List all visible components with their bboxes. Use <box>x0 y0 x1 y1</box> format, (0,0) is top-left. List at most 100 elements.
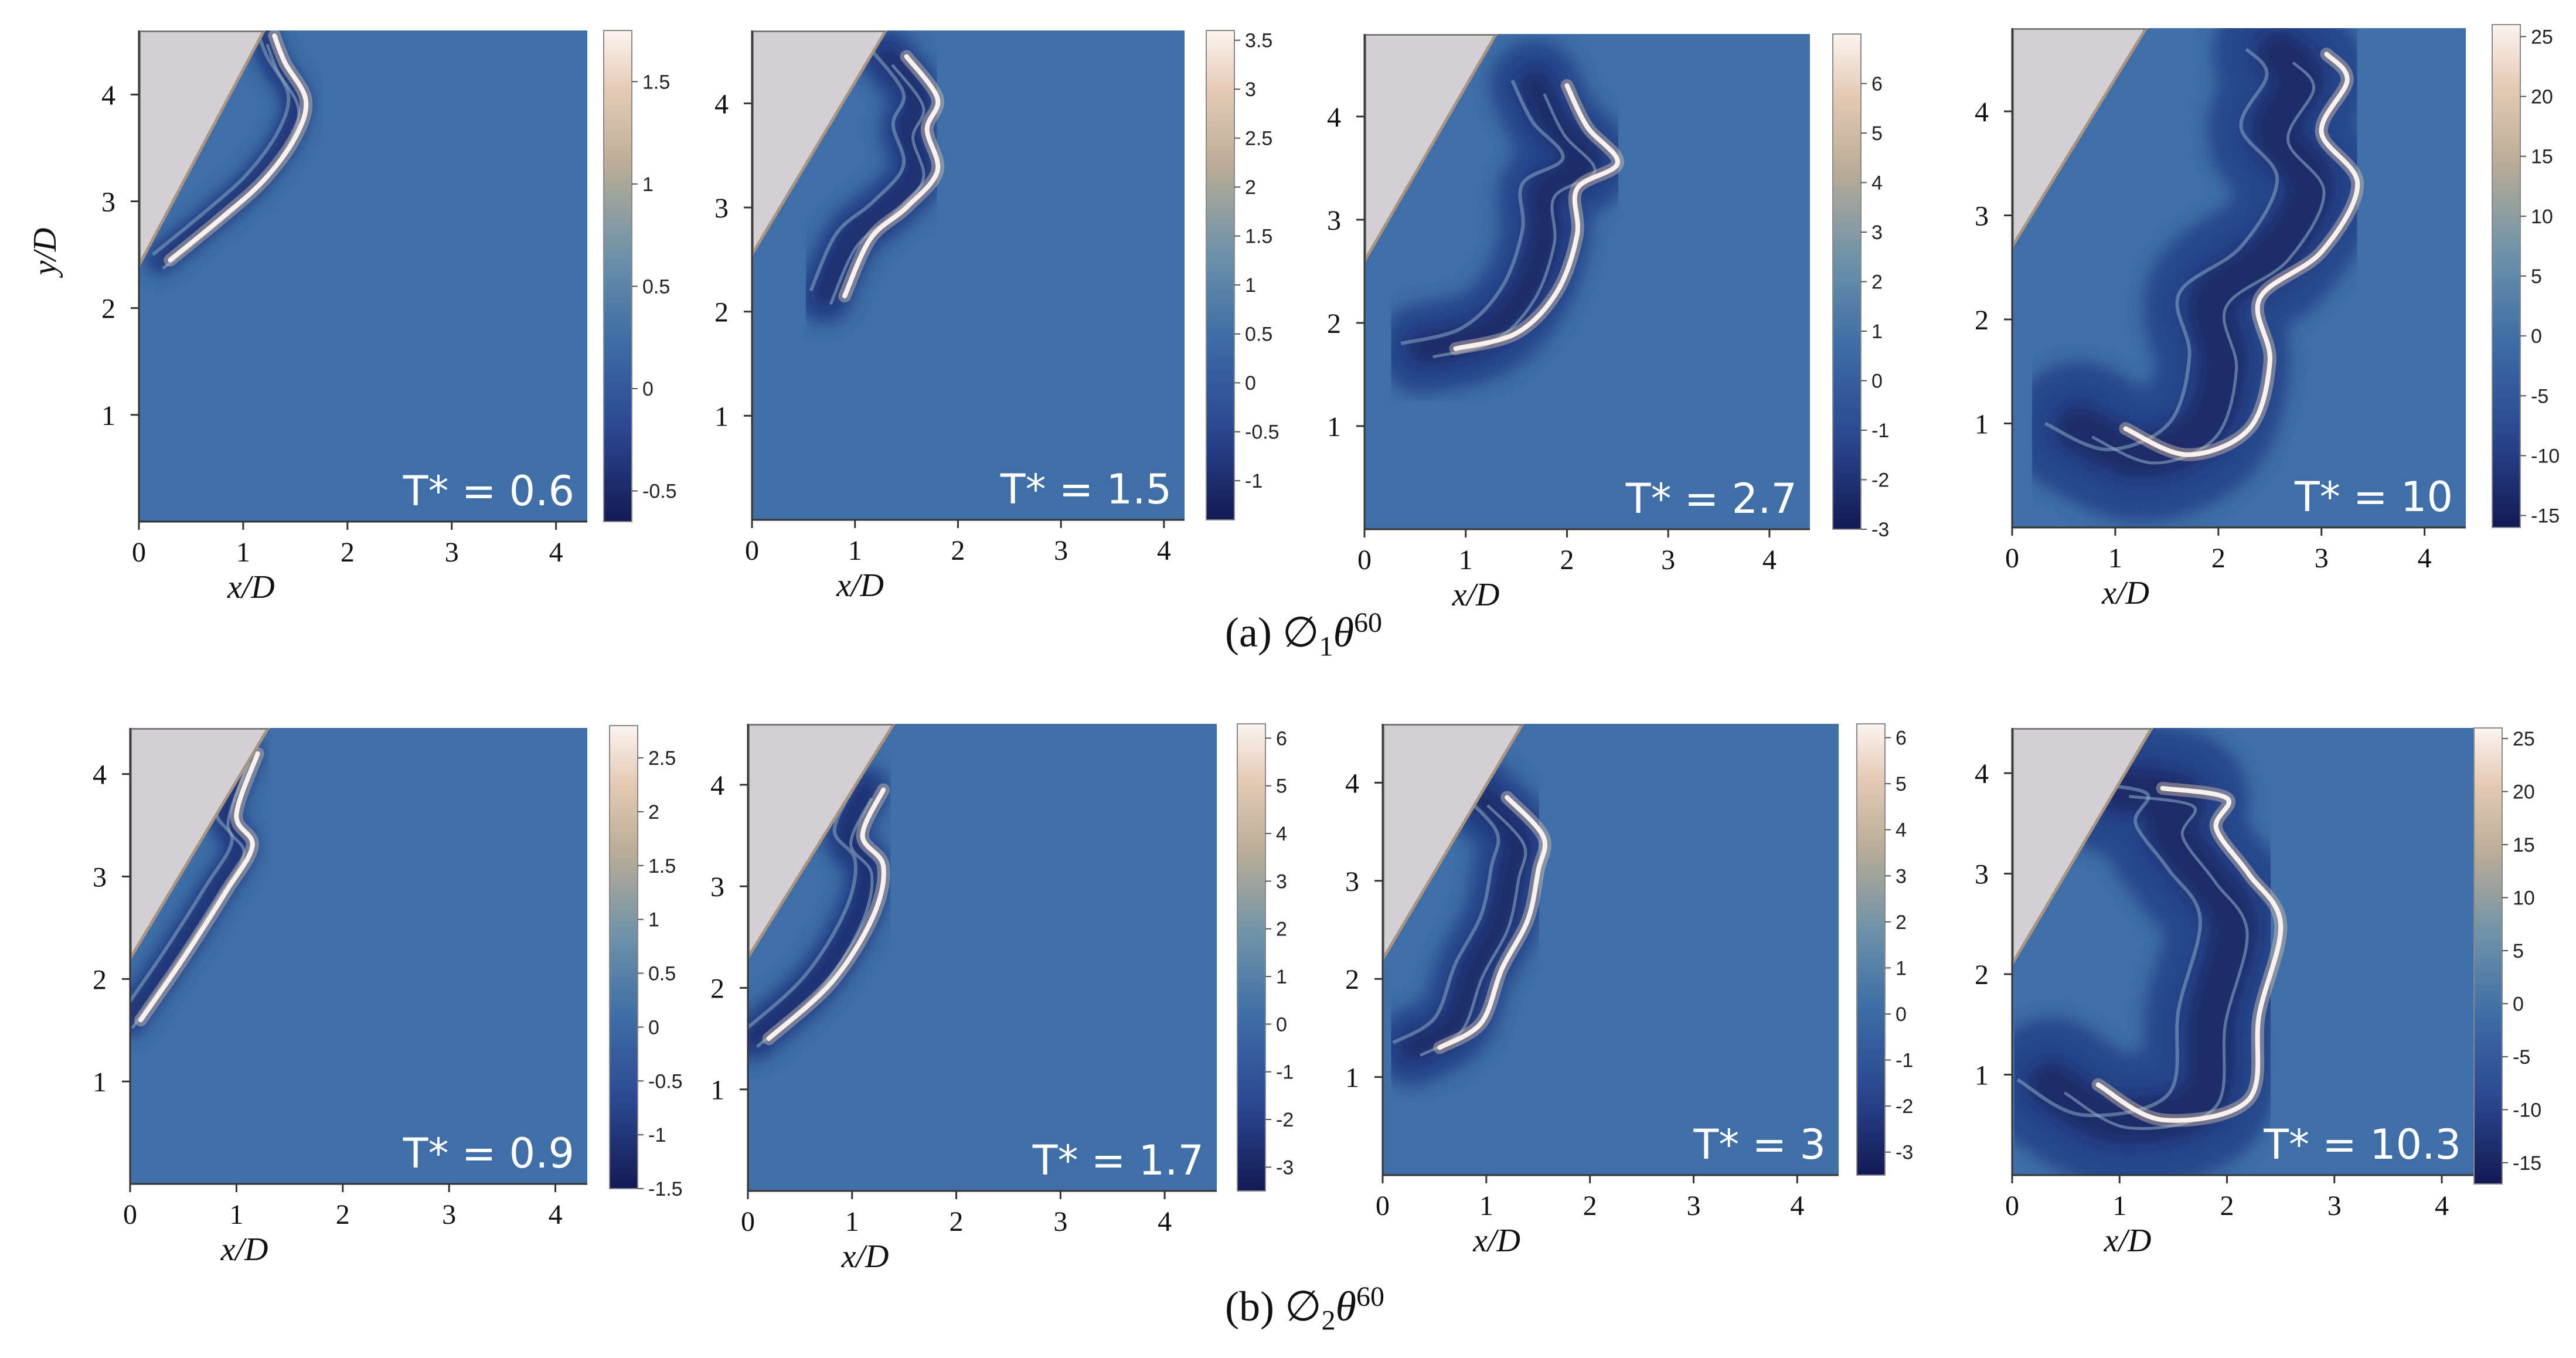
colorbar-tick-label: 5 <box>2513 940 2524 962</box>
wedge <box>139 30 266 266</box>
panel-8: 0 1 2 3 4 1 2 3 4 x/D T* = 10.3 -15 -10 -5 0 5 10 15 20 25 <box>1975 727 2541 1259</box>
colorbar-tick-label: 1 <box>1245 274 1256 297</box>
y-tick-label: 2 <box>714 297 729 328</box>
y-tick-label: 3 <box>1327 205 1341 236</box>
colorbar-tick-label: 0 <box>1871 370 1883 393</box>
colorbar <box>1237 723 1266 1192</box>
y-tick-label: 4 <box>710 770 724 801</box>
caption-theta: θ <box>1333 609 1355 656</box>
colorbar-tick-label: -0.5 <box>642 481 677 503</box>
interface-front <box>168 33 309 263</box>
colorbar-tick-label: 2 <box>1245 176 1256 199</box>
colorbar-tick-label: 6 <box>1871 73 1883 96</box>
colorbar-tick-label: 4 <box>1896 819 1907 842</box>
wedge <box>130 728 270 962</box>
panel-1: 0 1 2 3 4 1 2 3 4 x/D y/D T* = 0.6 -0.5 0 0.5 1 1.5 <box>27 30 677 605</box>
x-tick-label: 4 <box>549 537 563 568</box>
wedge <box>752 30 888 257</box>
time-annotation: T* = 3 <box>1693 1121 1826 1169</box>
x-tick-label: 3 <box>2315 543 2329 574</box>
x-tick-label: 3 <box>2327 1190 2342 1221</box>
interface-front <box>1437 795 1548 1050</box>
vortex-core <box>130 747 252 1026</box>
y-tick-label: 1 <box>1975 409 1989 440</box>
heatmap-field <box>748 724 1217 1191</box>
x-tick-label: 1 <box>2108 543 2122 574</box>
x-tick-label: 1 <box>845 1206 859 1237</box>
x-tick-label: 2 <box>2220 1190 2234 1221</box>
y-tick-label: 2 <box>1327 308 1341 339</box>
x-tick-label: 0 <box>1357 544 1372 576</box>
colorbar-tick-label: 2.5 <box>648 747 676 770</box>
heatmap-field <box>2012 28 2466 527</box>
colorbar-tick-label: -1 <box>1276 1061 1294 1084</box>
x-tick-label: 3 <box>442 1199 456 1230</box>
colorbar-tick-label: -1 <box>648 1124 666 1146</box>
x-tick-label: 2 <box>1583 1190 1597 1221</box>
x-axis-label: x/D <box>1472 1223 1520 1259</box>
interface-front <box>138 751 260 1023</box>
caption-superscript: 60 <box>1356 1281 1385 1312</box>
colorbar-tick-label: 1.5 <box>648 855 676 877</box>
x-tick-label: 0 <box>1376 1190 1390 1221</box>
colorbar-tick-label: -0.5 <box>648 1070 683 1092</box>
time-annotation: T* = 1.5 <box>1000 465 1172 513</box>
colorbar-tick-label: -1 <box>1896 1050 1913 1072</box>
panel-2: 0 1 2 3 4 1 2 3 4 x/D T* = 1.5 -1 -0.5 0 0.5 1 1.5 2 2.5 3 3… <box>714 30 1280 604</box>
colorbar-tick-label: 3 <box>1245 79 1256 101</box>
filament <box>829 64 925 305</box>
heatmap-field <box>1383 724 1839 1175</box>
colorbar-tick-label: 20 <box>2513 781 2535 804</box>
interface-front <box>2095 785 2284 1123</box>
colorbar <box>603 30 632 522</box>
caption-label: (a) <box>1225 609 1272 656</box>
colorbar-tick-label: -3 <box>1871 519 1889 541</box>
x-axis-label: x/D <box>1452 577 1500 613</box>
colorbar-tick-label: 0 <box>2531 325 2542 348</box>
vortex-core <box>1398 784 1532 1061</box>
x-tick-label: 2 <box>2211 543 2225 574</box>
caption-row-b: (b) ∅2θ60 <box>1225 1281 1384 1336</box>
colorbar-tick-label: 1 <box>642 173 654 196</box>
time-annotation: T* = 0.9 <box>403 1129 574 1177</box>
x-tick-label: 0 <box>745 535 759 566</box>
y-tick-label: 4 <box>101 80 115 111</box>
colorbar-tick-label: -10 <box>2531 445 2560 467</box>
x-tick-label: 2 <box>950 1206 964 1237</box>
x-axis-label: x/D <box>2101 575 2149 611</box>
colorbar-tick-label: 1.5 <box>1245 226 1272 248</box>
colorbar-tick-label: -10 <box>2513 1099 2541 1121</box>
y-tick-label: 4 <box>1327 102 1341 133</box>
x-tick-label: 1 <box>1459 544 1473 576</box>
y-axis-label: y/D <box>27 228 63 278</box>
x-tick-label: 1 <box>2112 1190 2126 1221</box>
y-tick-label: 1 <box>710 1075 724 1106</box>
y-tick-label: 2 <box>1345 964 1359 995</box>
x-tick-label: 2 <box>336 1199 350 1230</box>
colorbar <box>1856 723 1886 1176</box>
panel-3: 0 1 2 3 4 1 2 3 4 x/D T* = 2.7 -3 -2 -1 0 1 2 3 4 5 6 <box>1327 33 1889 613</box>
colorbar-tick-label: 4 <box>1871 172 1883 195</box>
filament <box>2016 781 2202 1118</box>
colorbar-tick-label: 0 <box>642 378 654 400</box>
time-annotation: T* = 0.6 <box>403 467 574 515</box>
filament <box>1392 791 1500 1044</box>
colorbar-tick-label: 6 <box>1276 727 1287 750</box>
x-tick-label: 3 <box>1686 1190 1700 1221</box>
caption-subscript: 1 <box>1319 631 1333 662</box>
filament <box>151 30 291 256</box>
y-tick-label: 4 <box>1345 768 1359 799</box>
x-tick-label: 0 <box>123 1199 137 1230</box>
wedge <box>1383 724 1524 962</box>
interface-front <box>1453 83 1620 351</box>
x-tick-label: 3 <box>1053 1206 1067 1237</box>
wedge <box>2012 28 2148 250</box>
y-tick-label: 1 <box>101 400 115 431</box>
panel-6: 0 1 2 3 4 1 2 3 4 x/D T* = 1.7 -3 -2 -1 0 1 2 3 4 5 6 <box>710 723 1294 1275</box>
colorbar-tick-label: -15 <box>2531 505 2560 527</box>
colorbar-tick-label: -2 <box>1896 1095 1913 1118</box>
colorbar <box>2492 24 2521 528</box>
colorbar-tick-label: -5 <box>2531 385 2548 407</box>
colorbar-tick-label: 5 <box>1896 773 1907 795</box>
time-annotation: T* = 2.7 <box>1625 475 1797 523</box>
